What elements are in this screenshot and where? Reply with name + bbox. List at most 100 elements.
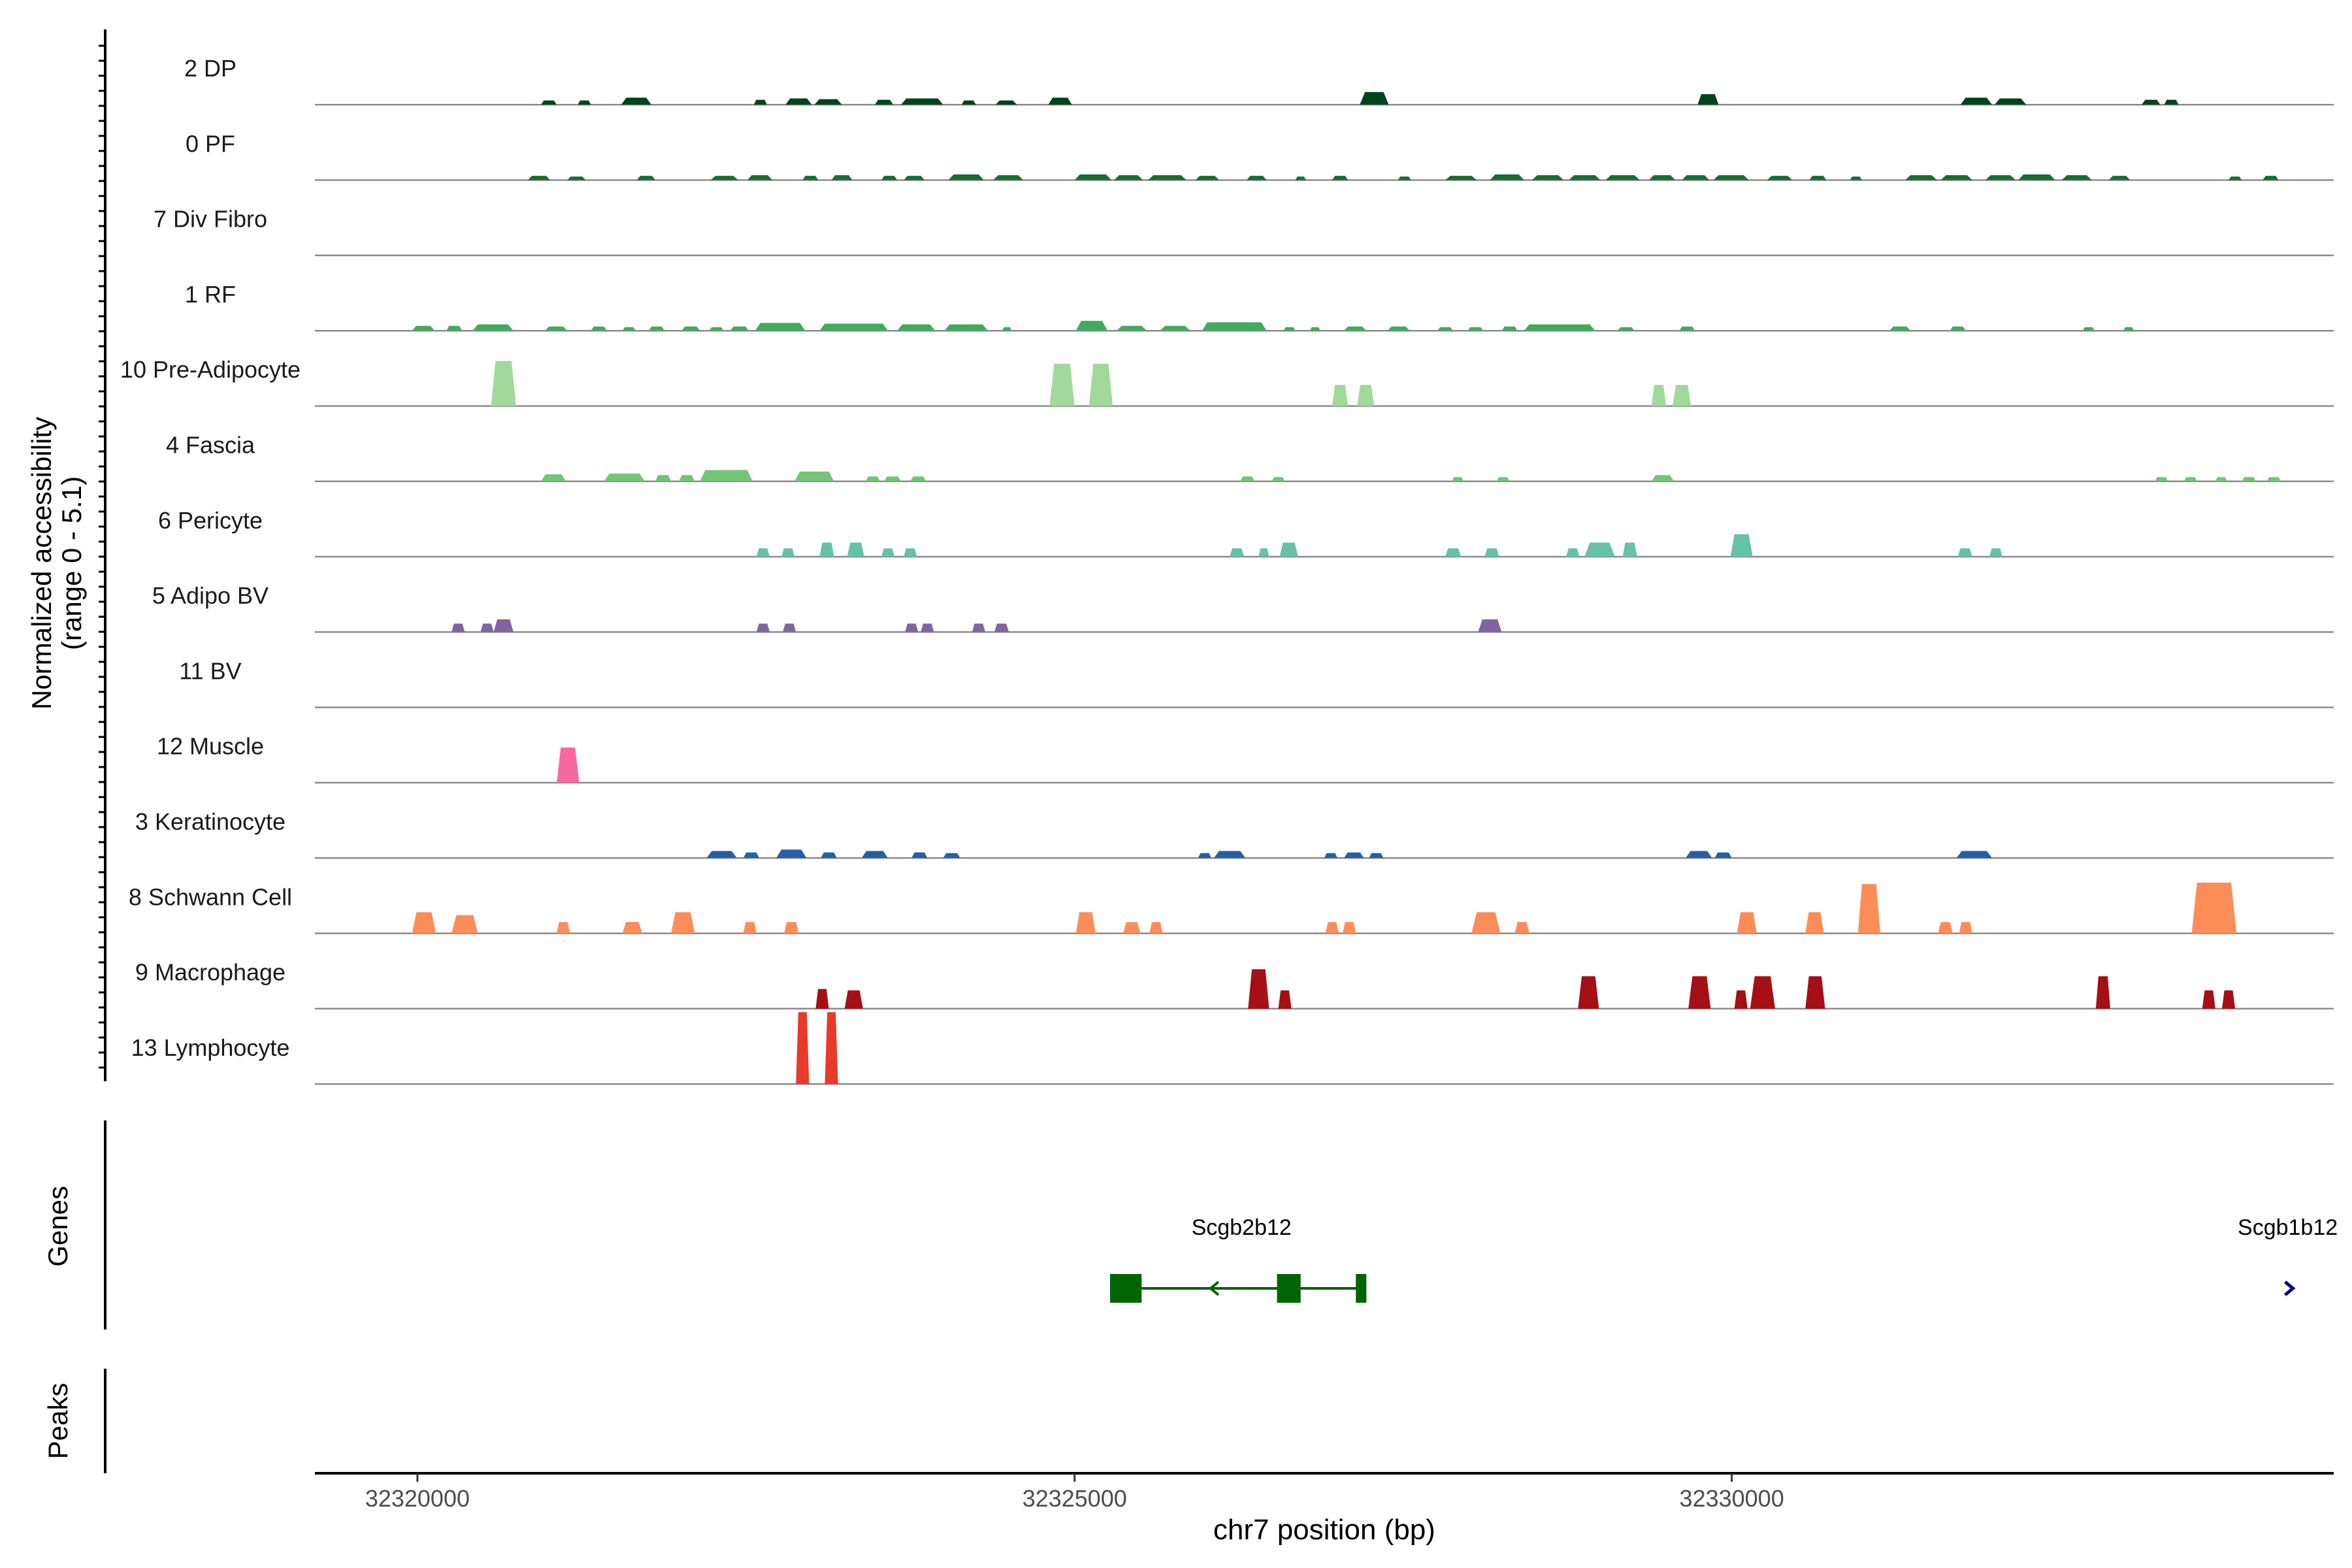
gene-exon [1110,1274,1142,1303]
coverage-peak [747,175,773,180]
coverage-peak [1805,912,1824,934]
coverage-peak [2183,477,2197,482]
track-12-muscle: 12 Muscle [157,733,2334,784]
coverage-peak [1360,91,1389,105]
coverage-peak [1074,174,1112,180]
coverage-peak [730,326,749,331]
coverage-peak [1490,174,1524,180]
coverage-peak [884,476,902,482]
coverage-peak [655,475,672,482]
y-axis-label-line2: (range 0 - 5.1) [56,476,87,650]
coverage-peak [1437,327,1454,331]
coverage-peak [2202,990,2215,1009]
coverage-peak [796,1012,809,1085]
coverage-peak [1648,175,1676,180]
coverage-peak [1622,542,1637,557]
coverage-peak [1673,385,1691,406]
coverage-peak [1344,852,1364,858]
coverage-peak [671,912,695,934]
coverage-peak [493,619,514,632]
strand-arrow-icon [2283,1281,2296,1296]
coverage-peak [814,99,842,105]
coverage-peak [1957,548,1972,557]
coverage-peak [578,100,591,105]
coverage-peak [1075,912,1096,934]
coverage-peak [1940,175,1972,180]
coverage-peak [2215,477,2228,482]
coverage-peak [1324,853,1338,858]
coverage-peak [2242,477,2257,482]
coverage-peak [802,176,819,180]
coverage-peak [910,476,926,482]
coverage-peak [1697,94,1719,105]
coverage-peak [1248,969,1269,1009]
coverage-peak [1309,327,1320,331]
coverage-peak [1326,922,1339,934]
coverage-peak [622,922,642,934]
coverage-peak [743,852,759,858]
track-10-pre-adipocyte: 10 Pre-Adipocyte [120,356,2334,407]
coverage-peak [1198,853,1211,858]
track-11-bv: 11 BV [179,657,2334,708]
track-label: 5 Adipo BV [152,582,269,609]
coverage-peak [1445,176,1477,180]
coverage-peak [1344,326,1367,331]
coverage-peak [412,325,435,331]
coverage-peak [1258,548,1269,557]
track-label: 2 DP [184,55,237,82]
track-label: 13 Lymphocyte [131,1034,290,1061]
coverage-peak [1569,175,1601,180]
coverage-peak [2142,99,2161,105]
coverage-peak [706,851,737,858]
coverage-peak [865,476,880,482]
coverage-peak [1230,548,1245,557]
track-label: 0 PF [186,130,235,157]
coverage-peak [679,475,695,482]
coverage-peak [2191,883,2237,934]
coverage-peak [1496,477,1510,482]
x-axis-label: chr7 position (bp) [1213,1514,1435,1546]
coverage-peak [527,176,551,180]
track-label: 9 Macrophage [135,959,286,986]
coverage-peak [1471,912,1501,934]
genes-track: Scgb2b12 Scgb1b12 [1110,1215,2338,1303]
coverage-peak [1737,912,1757,934]
coverage-peak [1566,548,1580,557]
track-label: 6 Pericyte [158,507,263,534]
track-0-pf: 0 PF [186,130,2334,181]
coverage-peak [1397,176,1411,180]
track-6-pericyte: 6 Pericyte [158,507,2334,558]
coverage-peak [815,988,829,1009]
coverage-peak [1767,176,1793,180]
coverage-peak [1048,97,1072,105]
track-3-keratinocyte: 3 Keratinocyte [135,808,2334,859]
coverage-peak [700,470,753,482]
coverage-peak [1950,326,1966,331]
coverage-peak [710,176,738,180]
coverage-peak [1357,385,1375,406]
coverage-peak [901,98,943,105]
coverage-peak [541,100,557,105]
coverage-peak [557,747,580,783]
coverage-peak [819,542,834,557]
coverage-peak [1682,175,1710,180]
coverage-peak [1734,990,1748,1009]
coverage-tracks: 2 DP 0 PF 7 Div Fibro 1 RF 10 Pre-Adipocyte 4… [120,55,2334,1085]
coverage-peak [636,176,655,180]
gene-scgb2b12: Scgb2b12 [1110,1215,1367,1303]
coverage-peak [681,326,700,331]
gene-exon [1277,1274,1301,1303]
coverage-peak [1501,326,1518,331]
coverage-peak [451,623,465,632]
track-label: 4 Fascia [166,432,255,459]
coverage-peak [1605,175,1640,180]
coverage-peak [881,548,895,557]
x-axis-ticks: 32320000 32325000 32330000 [365,1473,1784,1512]
coverage-peak [1478,619,1502,632]
coverage-y-axis [99,29,106,1081]
coverage-peak [1531,175,1564,180]
peaks-panel-label: Peaks [42,1383,73,1460]
coverage-peak [1651,475,1674,482]
coverage-peak [904,548,917,557]
